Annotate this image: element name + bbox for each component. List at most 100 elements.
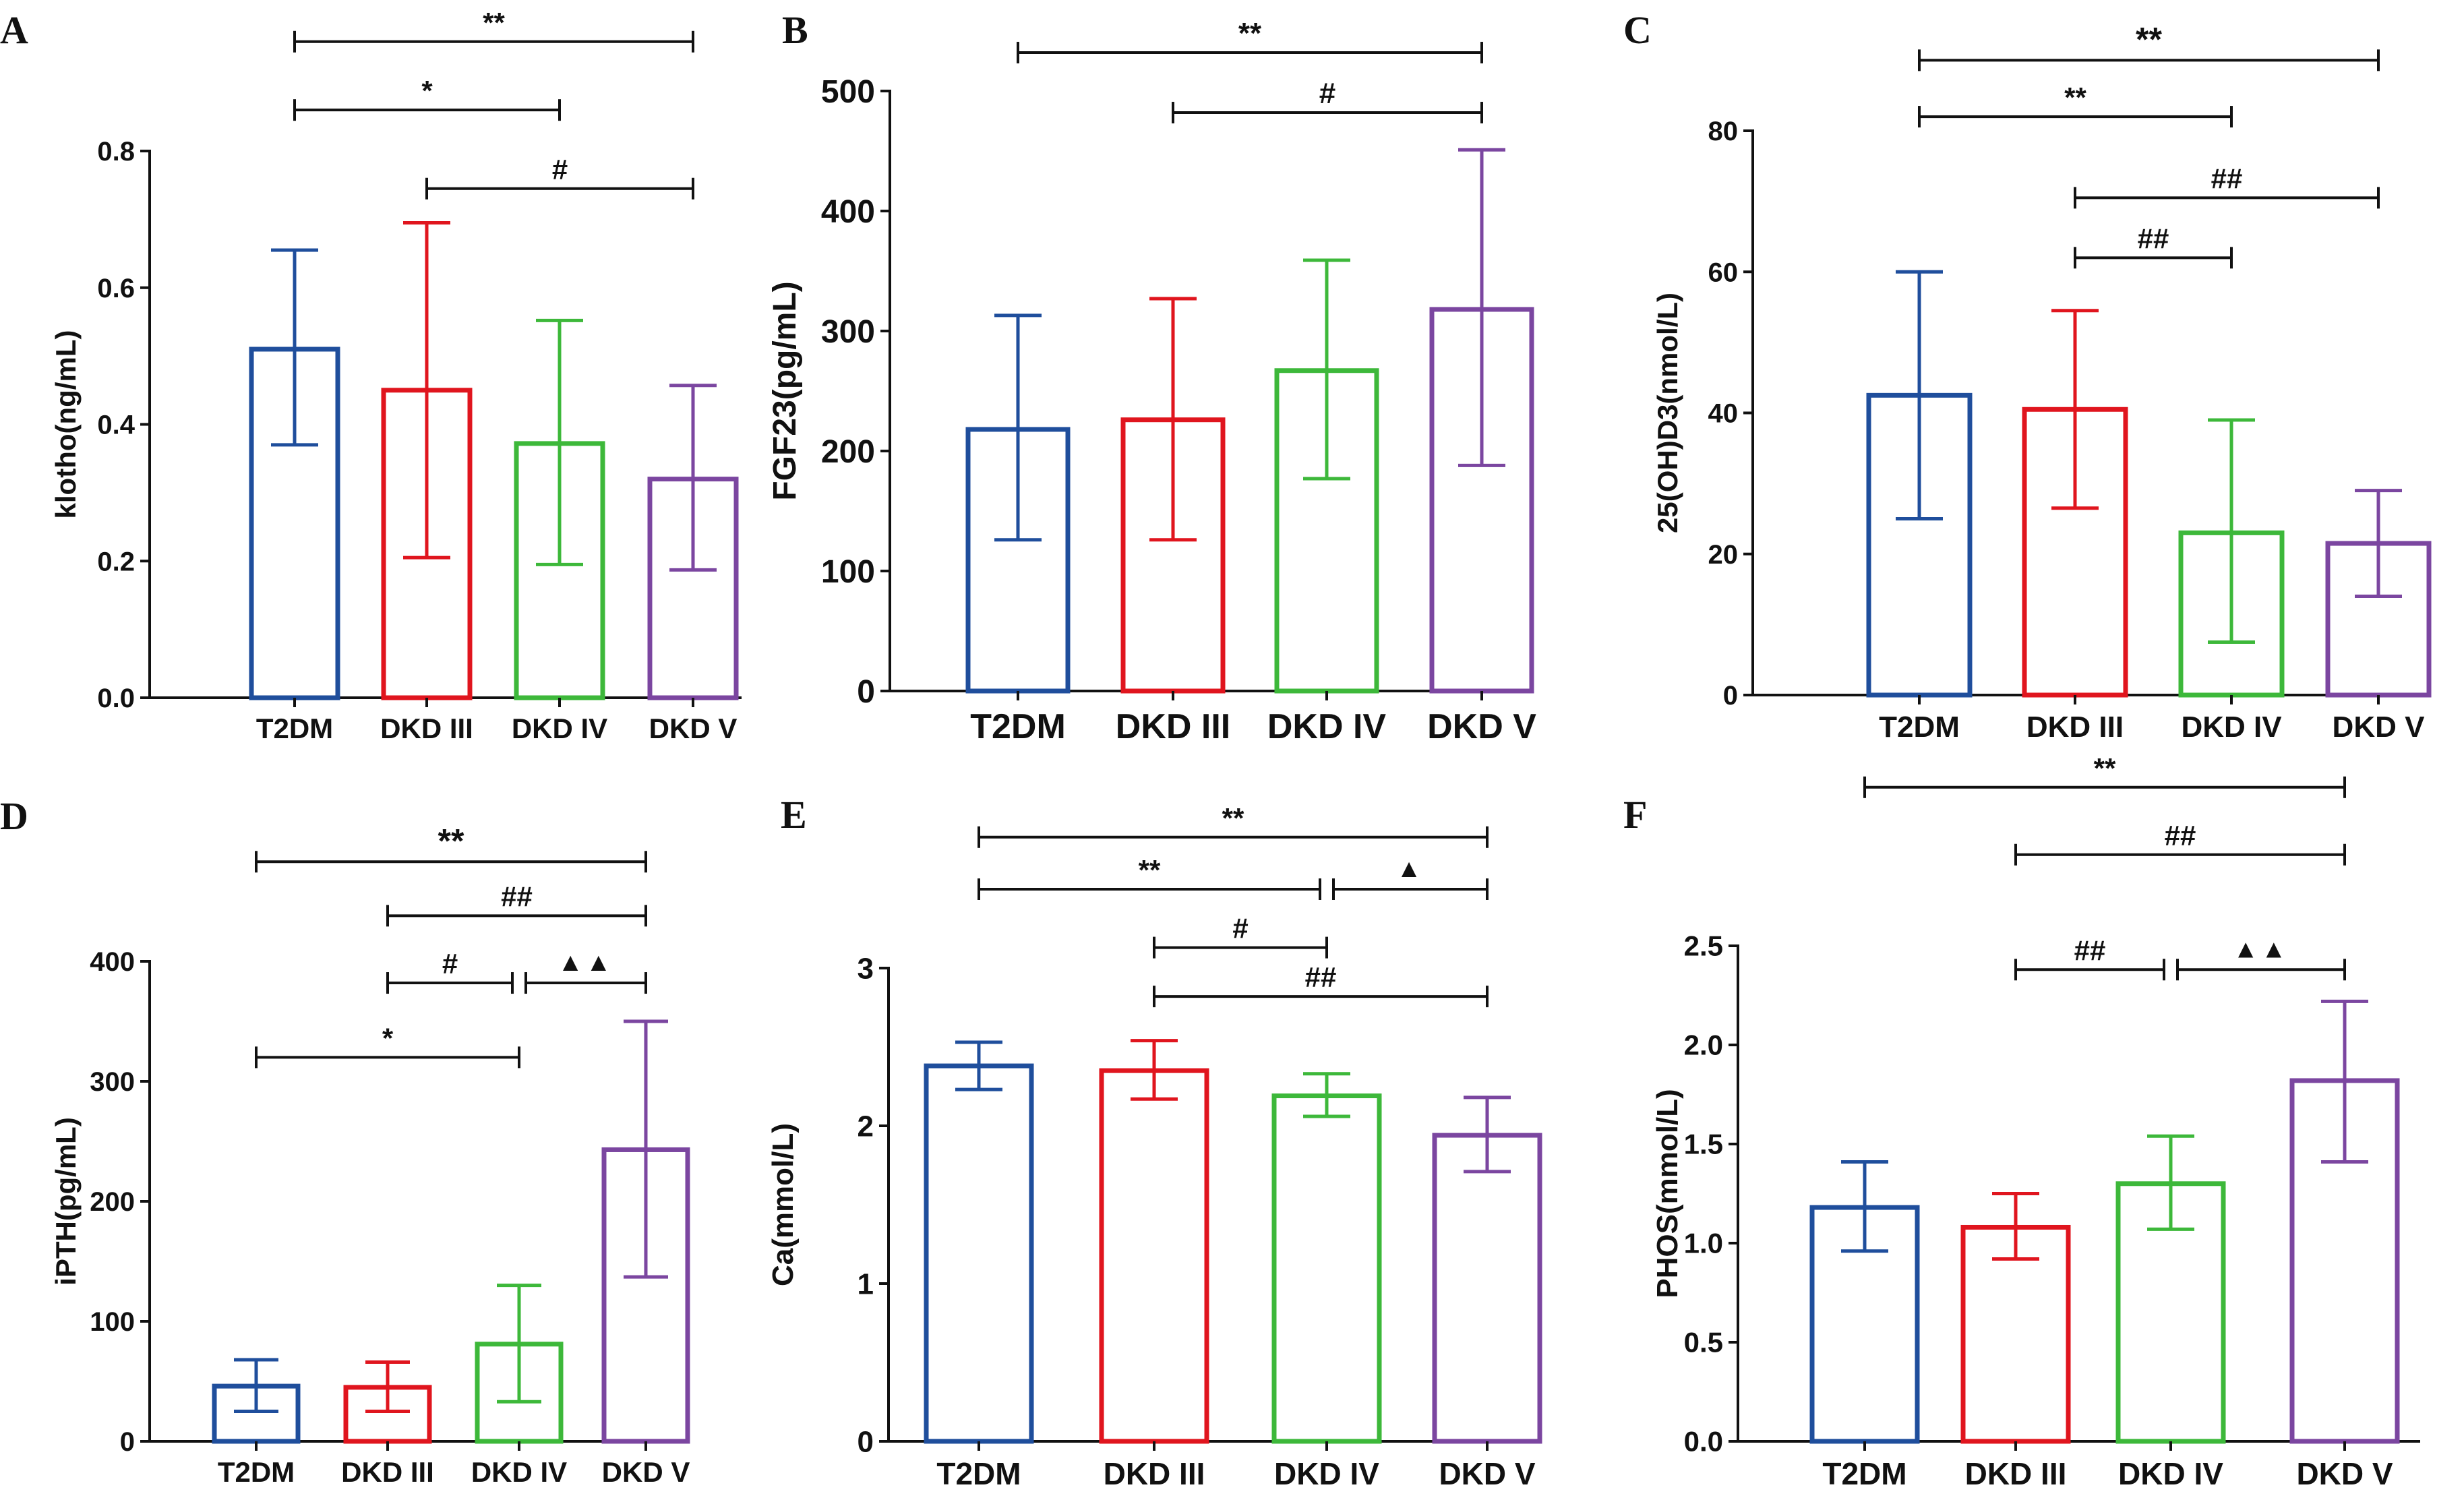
significance-label: * xyxy=(382,1022,394,1054)
category-label: T2DM xyxy=(256,713,333,744)
y-tick-label: 200 xyxy=(821,434,875,470)
y-tick-label: 20 xyxy=(1708,540,1739,570)
significance-label: # xyxy=(1232,913,1248,944)
y-tick-label: 0.0 xyxy=(1684,1426,1723,1458)
category-label: DKD III xyxy=(1965,1456,2067,1491)
significance-label: * xyxy=(421,75,433,107)
significance-label: ## xyxy=(2074,934,2106,966)
significance-label: ▲▲ xyxy=(558,949,613,977)
significance-label: ## xyxy=(2165,820,2196,851)
y-tick-label: 0.5 xyxy=(1684,1327,1723,1358)
category-label: T2DM xyxy=(218,1456,295,1488)
category-label: T2DM xyxy=(936,1456,1021,1491)
category-label: DKD III xyxy=(1104,1456,1205,1491)
y-tick-label: 0.4 xyxy=(97,411,135,440)
y-tick-label: 500 xyxy=(821,74,875,110)
panel-letter: D xyxy=(0,794,28,838)
panel-e: E Ca(mmol/L) 0 1 2 3 T2DM DKD III DKD IV DKD V ** *… xyxy=(767,793,1542,1491)
y-tick-label: 0.2 xyxy=(97,547,135,576)
y-tick-label: 40 xyxy=(1708,399,1739,429)
category-label: T2DM xyxy=(1879,711,1960,744)
bar xyxy=(924,1063,1034,1444)
panel-letter: C xyxy=(1623,8,1652,52)
y-tick-label: 300 xyxy=(821,314,875,350)
y-tick-label: 100 xyxy=(90,1307,135,1337)
y-tick-label: 1.0 xyxy=(1684,1228,1723,1259)
category-label: DKD IV xyxy=(2118,1456,2223,1491)
category-label: DKD III xyxy=(1116,707,1230,746)
category-label: DKD V xyxy=(1427,707,1536,746)
significance-label: ** xyxy=(2094,752,2116,784)
significance-label: ** xyxy=(2064,82,2086,113)
y-tick-label: 0 xyxy=(120,1427,135,1457)
category-label: DKD IV xyxy=(471,1456,567,1488)
y-tick-label: 0.0 xyxy=(97,684,135,713)
category-label: DKD V xyxy=(602,1456,690,1488)
category-label: DKD III xyxy=(380,713,473,744)
significance-label: ## xyxy=(2211,162,2243,194)
y-tick-label: 0 xyxy=(857,674,875,710)
panel-c: C 25(OH)D3(nmol/L) 0 20 40 60 80 T2DM DKD III DKD… xyxy=(1623,8,2432,744)
significance-label: ▲ xyxy=(1396,855,1424,883)
y-tick-label: 2.0 xyxy=(1684,1029,1723,1061)
significance-label: # xyxy=(552,154,568,185)
bar xyxy=(1432,1133,1542,1444)
y-axis-label: 25(OH)D3(nmol/L) xyxy=(1652,293,1683,533)
significance-label: ** xyxy=(2136,20,2162,58)
category-label: DKD IV xyxy=(512,713,607,744)
category-label: DKD IV xyxy=(1274,1456,1379,1491)
panel-letter: F xyxy=(1623,793,1647,837)
y-tick-label: 0.8 xyxy=(97,137,135,167)
y-axis-label: klotho(ng/mL) xyxy=(50,330,82,519)
panel-b: B FGF23(pg/mL) 0 100 200 300 400 500 T2DM DKD III… xyxy=(767,8,1536,746)
significance-label: ** xyxy=(483,7,505,38)
category-label: DKD IV xyxy=(2181,711,2282,744)
significance-label: ## xyxy=(2138,222,2169,254)
category-label: T2DM xyxy=(1822,1456,1906,1491)
significance-label: ** xyxy=(1238,17,1262,50)
y-tick-label: 60 xyxy=(1708,258,1739,287)
panel-f: F PHOS(mmol/L) 0.0 0.5 1.0 1.5 2.0 2.5 T2DM DKD I… xyxy=(1623,752,2420,1491)
y-tick-label: 80 xyxy=(1708,117,1739,146)
category-label: T2DM xyxy=(970,707,1066,746)
bar xyxy=(1271,1093,1382,1444)
y-tick-label: 100 xyxy=(821,554,875,590)
y-tick-label: 0 xyxy=(858,1425,874,1458)
significance-label: ** xyxy=(438,822,464,860)
panel-letter: E xyxy=(781,793,807,837)
y-tick-label: 200 xyxy=(90,1187,135,1217)
significance-label: ** xyxy=(1222,802,1244,834)
category-label: DKD III xyxy=(2026,711,2124,744)
panel-letter: B xyxy=(782,8,808,52)
y-tick-label: 3 xyxy=(858,952,874,985)
y-tick-label: 0 xyxy=(1723,681,1738,711)
panel-letter: A xyxy=(0,8,28,52)
y-axis-label: FGF23(pg/mL) xyxy=(767,281,803,500)
y-tick-label: 1.5 xyxy=(1684,1129,1723,1160)
y-axis-label: iPTH(pg/mL) xyxy=(50,1117,82,1286)
y-tick-label: 300 xyxy=(90,1067,135,1097)
significance-label: ## xyxy=(1305,961,1337,993)
category-label: DKD III xyxy=(341,1456,434,1488)
category-label: DKD V xyxy=(649,713,738,744)
category-label: DKD V xyxy=(2296,1456,2393,1491)
y-tick-label: 2 xyxy=(858,1110,874,1143)
category-label: DKD V xyxy=(1439,1456,1535,1491)
significance-label: ▲▲ xyxy=(2233,935,2289,963)
significance-label: ** xyxy=(1139,854,1161,886)
significance-label: # xyxy=(442,948,458,980)
y-tick-label: 400 xyxy=(90,947,135,977)
significance-label: # xyxy=(1319,77,1335,110)
y-tick-label: 0.6 xyxy=(97,274,135,303)
significance-label: ## xyxy=(501,880,533,912)
y-axis-label: PHOS(mmol/L) xyxy=(1651,1089,1684,1298)
y-axis-label: Ca(mmol/L) xyxy=(767,1123,800,1286)
category-label: DKD V xyxy=(2333,711,2426,744)
bar xyxy=(1099,1068,1209,1444)
y-tick-label: 1 xyxy=(858,1267,874,1300)
category-label: DKD IV xyxy=(1267,707,1387,746)
y-tick-label: 2.5 xyxy=(1684,930,1723,962)
